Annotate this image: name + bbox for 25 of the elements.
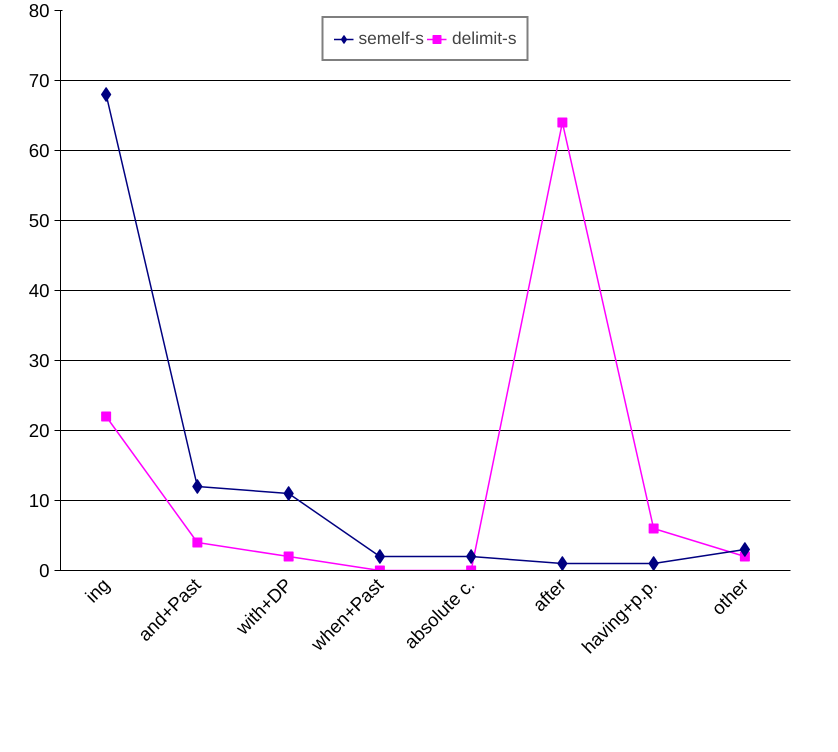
point bbox=[100, 87, 112, 102]
y-tick-label: 60 bbox=[28, 140, 50, 161]
y-tick-label: 80 bbox=[28, 0, 50, 21]
y-tick-label: 40 bbox=[28, 280, 50, 301]
point bbox=[648, 524, 659, 534]
point bbox=[374, 549, 386, 564]
y-tick-label: 20 bbox=[28, 420, 50, 441]
y-tick-label: 0 bbox=[39, 560, 50, 581]
point bbox=[192, 479, 203, 494]
point bbox=[101, 412, 112, 422]
point bbox=[192, 538, 202, 548]
y-tick-label: 30 bbox=[28, 350, 50, 371]
point bbox=[284, 552, 294, 562]
legend-label: semelf-s bbox=[358, 28, 424, 49]
point bbox=[557, 556, 568, 570]
legend-label: delimit-s bbox=[452, 28, 516, 49]
y-tick-label: 50 bbox=[28, 210, 50, 231]
point bbox=[283, 486, 294, 501]
point bbox=[648, 556, 659, 570]
x-tick-label: ing bbox=[81, 574, 114, 607]
point bbox=[557, 118, 568, 128]
point bbox=[740, 542, 750, 557]
y-tick-label: 10 bbox=[28, 490, 50, 511]
y-tick-label: 70 bbox=[28, 70, 50, 91]
point bbox=[466, 549, 476, 564]
